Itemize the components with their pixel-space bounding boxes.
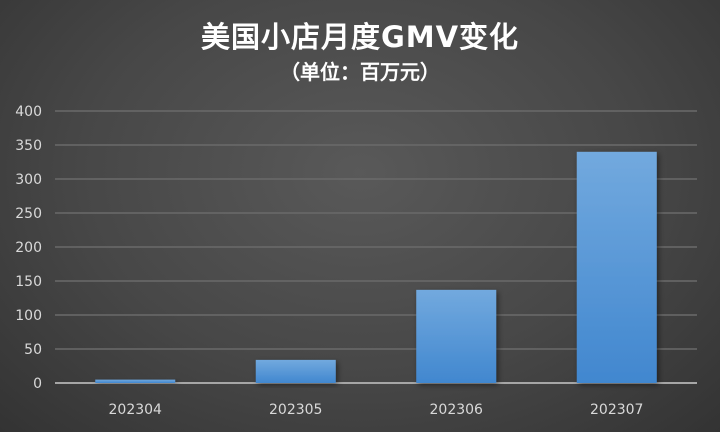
y-tick-label: 50 <box>24 342 42 358</box>
chart-subtitle: （单位：百万元） <box>280 60 440 84</box>
x-tick-label: 202307 <box>590 402 643 418</box>
y-tick-label: 200 <box>15 240 42 256</box>
y-tick-label: 150 <box>15 274 42 290</box>
y-tick-label: 300 <box>15 172 42 188</box>
y-tick-label: 100 <box>15 308 42 324</box>
x-tick-label: 202304 <box>109 402 163 418</box>
bar-202305 <box>255 359 336 383</box>
y-tick-label: 400 <box>15 104 42 120</box>
x-tick-label: 202306 <box>430 402 484 418</box>
bar-202306 <box>416 289 497 383</box>
y-tick-label: 250 <box>15 206 42 222</box>
y-tick-label: 0 <box>33 376 42 392</box>
x-tick-label: 202305 <box>269 402 322 418</box>
y-tick-label: 350 <box>15 138 42 154</box>
bar-202307 <box>576 151 657 383</box>
bar-202304 <box>95 379 176 383</box>
chart-title: 美国小店月度GMV变化 <box>200 20 520 54</box>
